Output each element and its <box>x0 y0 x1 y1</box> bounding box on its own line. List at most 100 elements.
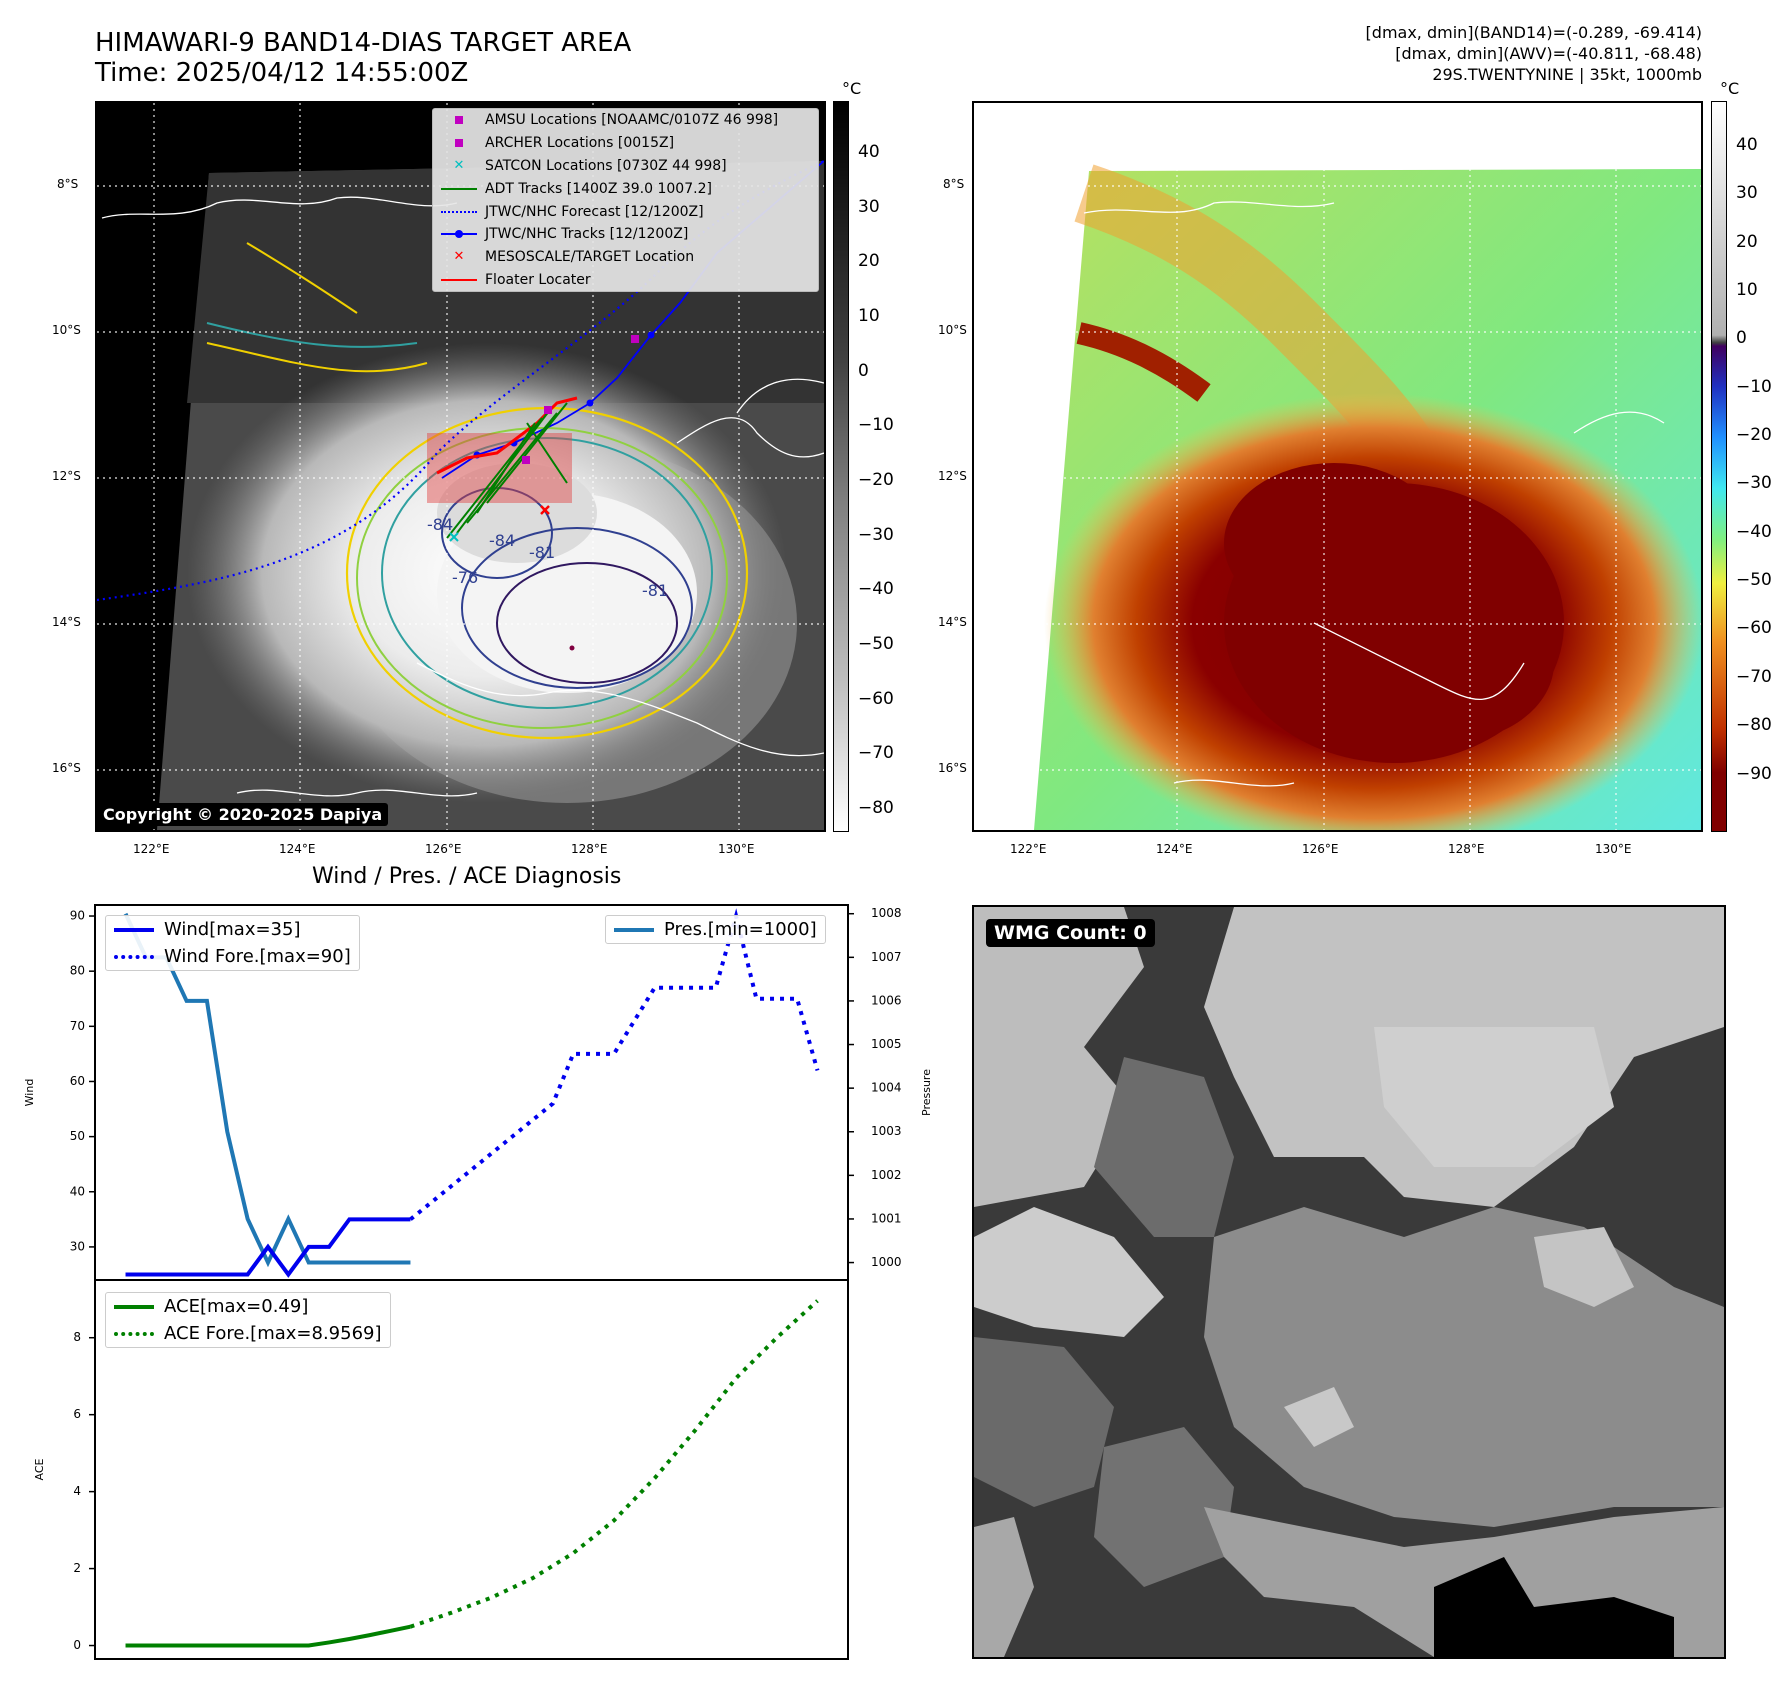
wind-tick-label: 30 <box>70 1239 85 1253</box>
pressure-tick-label: 1000 <box>871 1255 902 1269</box>
legend-item-tracks: JTWC/NHC Tracks [12/1200Z] <box>433 223 818 246</box>
pressure-tick-label: 1005 <box>871 1037 902 1051</box>
wind-tick-label: 70 <box>70 1019 85 1033</box>
wind-axis-title: Wind <box>23 1079 36 1107</box>
dotted-line-icon <box>114 954 154 960</box>
ir-map-panel: -84 -81 -76 -81 -84 AMSU Locations [NOAA… <box>95 101 826 832</box>
contour-label: -81 <box>529 543 556 562</box>
ace-axes-frame <box>94 1279 849 1660</box>
pressure-line <box>123 912 411 1268</box>
contour-label: -76 <box>452 568 479 587</box>
figure-time: Time: 2025/04/12 14:55:00Z <box>95 58 469 88</box>
pressure-legend: Pres.[min=1000] <box>605 915 826 944</box>
pressure-tick-label: 1001 <box>871 1211 902 1225</box>
band14-range: [dmax, dmin](BAND14)=(-0.289, -69.414) <box>1365 23 1702 42</box>
legend-item-target: ✕ MESOSCALE/TARGET Location <box>433 246 818 269</box>
dotted-line-icon <box>114 1331 154 1337</box>
colorbar-right-unit: °C <box>1720 79 1740 98</box>
lon-tick: 128°E <box>571 842 608 856</box>
ace-tick-label: 2 <box>73 1561 81 1575</box>
contour-label: -81 <box>642 581 669 600</box>
colorbar-tick-label: 0 <box>1736 328 1747 349</box>
storm-info: 29S.TWENTYNINE | 35kt, 1000mb <box>1432 65 1702 84</box>
colorbar-tick-label: −20 <box>1736 425 1772 445</box>
legend-item-wind-forecast: Wind Fore.[max=90] <box>106 943 359 970</box>
colorbar-tick-label: 0 <box>858 360 869 381</box>
lat-tick: 14°S <box>52 615 81 629</box>
pressure-tick-label: 1004 <box>871 1081 902 1095</box>
line-dot-icon <box>441 227 477 241</box>
colorbar-left-unit: °C <box>842 79 862 98</box>
diagnosis-title: Wind / Pres. / ACE Diagnosis <box>312 864 622 889</box>
ace-tick-label: 6 <box>73 1407 81 1421</box>
ace-tick-label: 4 <box>73 1484 81 1498</box>
lon-tick: 124°E <box>279 842 316 856</box>
wmg-image <box>974 907 1724 1657</box>
x-marker-icon: ✕ <box>453 249 465 265</box>
lat-tick: 12°S <box>52 469 81 483</box>
wmg-panel: WMG Count: 0 <box>972 905 1726 1659</box>
legend-item-satcon: ✕ SATCON Locations [0730Z 44 998] <box>433 155 818 178</box>
colorbar-tick-label: −60 <box>1736 618 1772 639</box>
colorbar-tick-label: 10 <box>858 306 880 327</box>
colorbar-tick-label: −40 <box>858 579 894 600</box>
ace-legend: ACE[max=0.49] ACE Fore.[max=8.9569] <box>105 1292 391 1348</box>
colorbar-tick-label: 40 <box>858 142 880 163</box>
awv-map-panel <box>972 101 1703 832</box>
square-marker-icon <box>441 136 477 150</box>
legend-item-forecast: JTWC/NHC Forecast [12/1200Z] <box>433 200 818 223</box>
colorbar-tick-label: −30 <box>858 524 894 545</box>
colorbar-tick-label: −50 <box>1736 570 1772 591</box>
colorbar-tick-label: −60 <box>858 688 894 709</box>
colorbar-tick-label: 20 <box>858 251 880 272</box>
wind-tick-label: 90 <box>70 909 85 923</box>
ace-forecast-line <box>409 1299 819 1629</box>
legend-item-floater: Floater Locater <box>433 269 818 292</box>
lon-tick: 130°E <box>718 842 755 856</box>
lon-tick: 126°E <box>425 842 462 856</box>
lon-tick: 130°E <box>1595 842 1632 856</box>
colorbar-tick-label: −70 <box>858 743 894 764</box>
colorbar-right <box>1711 101 1727 832</box>
legend-item-amsu: AMSU Locations [NOAAMC/0107Z 46 998] <box>433 109 818 132</box>
pressure-tick-label: 1006 <box>871 993 902 1007</box>
lon-tick: 122°E <box>133 842 170 856</box>
legend-item-archer: ARCHER Locations [0015Z] <box>433 132 818 155</box>
awv-range: [dmax, dmin](AWV)=(-40.811, -68.48) <box>1395 44 1702 63</box>
wind-tick-label: 40 <box>70 1184 85 1198</box>
ace-tick-label: 0 <box>73 1638 81 1652</box>
wind-forecast-line <box>409 908 820 1221</box>
copyright-label: Copyright © 2020-2025 Dapiya <box>97 803 389 826</box>
colorbar-tick-label: −90 <box>1736 763 1772 784</box>
line-icon <box>114 927 154 933</box>
lat-tick: 16°S <box>52 761 81 775</box>
colorbar-tick-label: −10 <box>1736 376 1772 397</box>
colorbar-tick-label: 10 <box>1736 279 1758 300</box>
lon-tick: 122°E <box>1010 842 1047 856</box>
colorbar-tick-label: −30 <box>1736 473 1772 494</box>
legend-item-ace-forecast: ACE Fore.[max=8.9569] <box>106 1320 390 1347</box>
wind-line <box>125 1217 411 1278</box>
pressure-tick-label: 1002 <box>871 1168 902 1182</box>
colorbar-tick-label: −80 <box>858 797 894 818</box>
wmg-count-label: WMG Count: 0 <box>986 919 1155 947</box>
wind-legend: Wind[max=35] Wind Fore.[max=90] <box>105 915 360 971</box>
line-icon <box>114 1304 154 1310</box>
ace-line <box>125 1624 411 1648</box>
lat-tick: 10°S <box>52 323 81 337</box>
contour-label: -84 <box>489 531 516 550</box>
ace-tick-label: 8 <box>73 1330 81 1344</box>
awv-map-image <box>974 103 1701 830</box>
legend-item-wind: Wind[max=35] <box>106 916 359 943</box>
figure-title: HIMAWARI-9 BAND14-DIAS TARGET AREA <box>95 28 632 58</box>
colorbar-tick-label: 40 <box>1736 134 1758 155</box>
wind-tick-label: 80 <box>70 964 85 978</box>
pressure-axis-title: Pressure <box>920 1069 933 1116</box>
colorbar-tick-label: −40 <box>1736 521 1772 542</box>
colorbar-tick-label: 20 <box>1736 231 1758 252</box>
line-icon <box>614 927 654 933</box>
lat-tick: 16°S <box>938 761 967 775</box>
ace-axis-title: ACE <box>33 1458 46 1480</box>
wind-tick-label: 50 <box>70 1129 85 1143</box>
colorbar-tick-label: 30 <box>858 196 880 217</box>
